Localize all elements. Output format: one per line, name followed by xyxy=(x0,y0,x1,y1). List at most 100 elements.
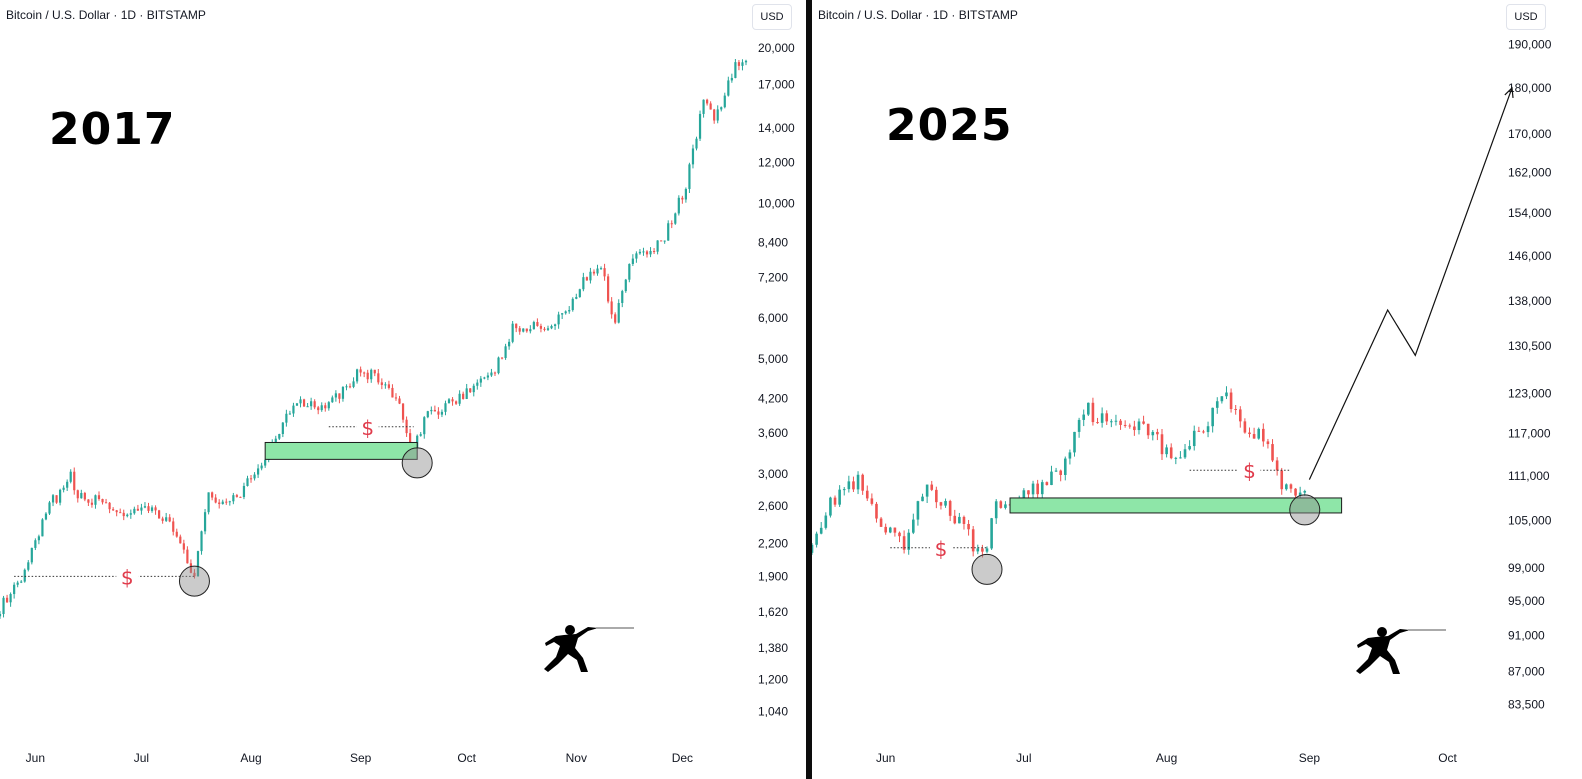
candle-down xyxy=(451,399,454,402)
candle-up xyxy=(720,107,723,110)
candle-down xyxy=(115,510,118,513)
candle-up xyxy=(842,489,846,491)
candle-down xyxy=(870,498,874,504)
candle-up xyxy=(232,495,235,502)
candle-up xyxy=(476,382,479,386)
candle-down xyxy=(136,508,139,511)
candle-up xyxy=(550,326,553,329)
currency-button[interactable]: USD xyxy=(1506,4,1546,30)
projection-path xyxy=(1308,87,1513,480)
candle-down xyxy=(363,372,366,374)
candle-up xyxy=(656,240,659,252)
candle-down xyxy=(1243,421,1247,433)
candle-down xyxy=(1146,423,1150,436)
candle-up xyxy=(847,481,851,490)
candle-up xyxy=(126,514,129,517)
chart-panel-2025[interactable]: 190,000 180,000 170,000 162,000 154,000 146,0… xyxy=(812,0,1582,779)
candle-up xyxy=(1050,471,1053,486)
candle-up xyxy=(285,413,288,423)
candle-up xyxy=(985,548,989,552)
candle-down xyxy=(935,489,938,503)
candle-up xyxy=(824,515,828,528)
candle-up xyxy=(320,405,323,411)
candle-up xyxy=(37,536,40,541)
candle-down xyxy=(525,328,528,332)
candle-up xyxy=(133,508,136,514)
candle-up xyxy=(66,481,69,488)
candle-up xyxy=(440,411,444,415)
candle-down xyxy=(214,497,217,503)
candle-down xyxy=(660,240,663,242)
chart-panel-2017[interactable]: 20,000 17,000 14,000 12,000 10,000 8,400 7,200… xyxy=(0,0,806,779)
candle-up xyxy=(695,138,698,149)
candle-up xyxy=(274,438,277,444)
candle-up xyxy=(203,512,207,532)
y-axis-tick-label: 105,000 xyxy=(1508,514,1552,528)
candle-up xyxy=(256,468,260,475)
fencer-head xyxy=(1377,627,1387,637)
candle-up xyxy=(621,291,624,303)
candle-down xyxy=(394,397,398,399)
candle-up xyxy=(1022,490,1026,498)
candle-down xyxy=(76,490,79,499)
candle-down xyxy=(865,490,869,499)
candle-down xyxy=(953,515,957,524)
candle-up xyxy=(698,113,702,139)
candle-up xyxy=(596,268,599,274)
candle-down xyxy=(211,492,214,498)
candle-up xyxy=(1211,407,1214,427)
candle-down xyxy=(73,471,76,491)
candle-down xyxy=(302,399,306,407)
candle-down xyxy=(1262,428,1265,442)
candle-up xyxy=(48,502,51,514)
candle-up xyxy=(23,569,26,582)
candle-up xyxy=(677,197,680,214)
candle-down xyxy=(433,409,436,412)
candle-up xyxy=(649,251,652,255)
candle-up xyxy=(9,594,12,603)
candle-up xyxy=(529,329,532,332)
candle-up xyxy=(599,268,603,270)
candle-down xyxy=(1036,483,1039,495)
candle-down xyxy=(962,516,966,524)
candle-up xyxy=(41,519,44,537)
candle-down xyxy=(585,277,589,281)
y-axis-tick-label: 180,000 xyxy=(1508,81,1552,95)
candle-down xyxy=(1156,431,1159,435)
candle-down xyxy=(1252,434,1256,439)
candle-down xyxy=(398,398,401,404)
candle-down xyxy=(112,509,115,511)
candle-down xyxy=(1266,441,1270,445)
x-axis-tick-label: Nov xyxy=(566,751,587,765)
y-axis-tick-label: 2,200 xyxy=(758,536,788,550)
candle-up xyxy=(888,527,892,533)
candle-down xyxy=(239,496,242,498)
candle-up xyxy=(1188,446,1191,450)
candle-up xyxy=(327,402,330,409)
candle-up xyxy=(51,495,55,503)
candle-down xyxy=(391,387,394,398)
candle-up xyxy=(310,401,313,407)
price-chart-2017[interactable]: 20,000 17,000 14,000 12,000 10,000 8,400 7,200… xyxy=(0,0,806,779)
price-chart-2025[interactable]: 190,000 180,000 170,000 162,000 154,000 146,0… xyxy=(812,0,1582,779)
candle-up xyxy=(465,388,468,399)
candle-down xyxy=(981,548,984,552)
candle-down xyxy=(539,325,543,329)
candle-up xyxy=(838,489,841,505)
candle-up xyxy=(741,62,744,66)
candle-up xyxy=(815,533,818,545)
candle-down xyxy=(377,373,380,383)
candle-down xyxy=(1119,420,1122,425)
candle-down xyxy=(348,386,352,388)
candle-up xyxy=(994,501,998,519)
currency-button[interactable]: USD xyxy=(752,4,792,30)
candle-up xyxy=(582,277,585,290)
candle-up xyxy=(553,324,557,327)
candle-down xyxy=(879,518,883,527)
candle-up xyxy=(246,478,249,486)
candle-down xyxy=(999,501,1003,508)
candle-down xyxy=(373,369,376,374)
y-axis-tick-label: 99,000 xyxy=(1508,561,1545,575)
candle-up xyxy=(1137,421,1141,431)
candle-up xyxy=(1082,414,1086,420)
